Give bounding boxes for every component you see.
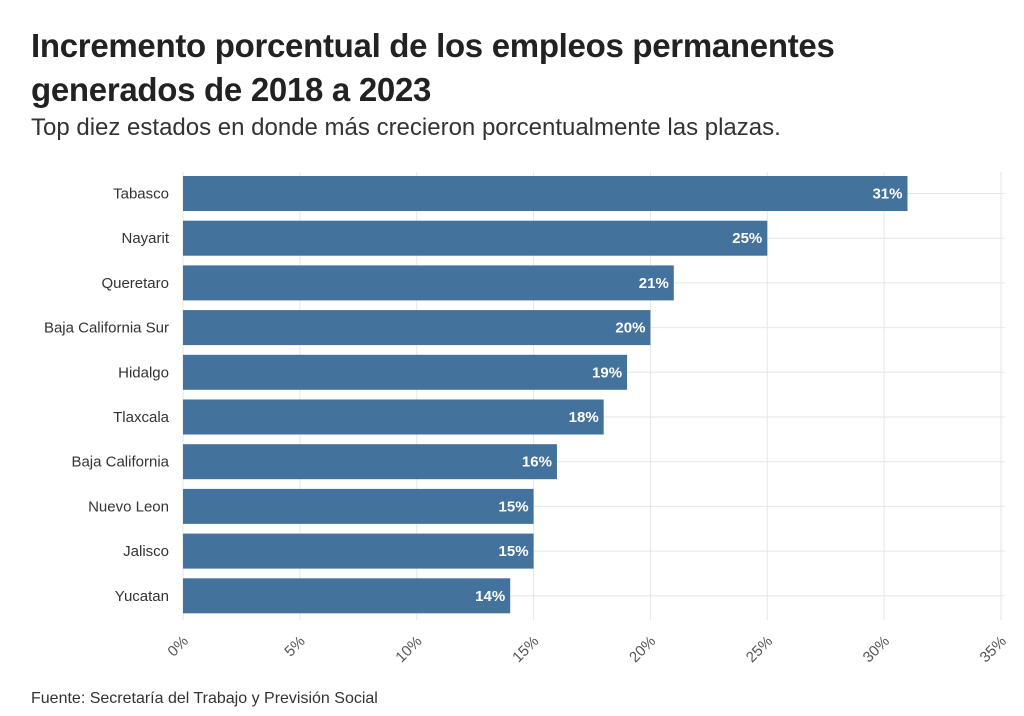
- value-label: 14%: [475, 588, 505, 605]
- bar-yucatan: [183, 578, 511, 614]
- value-label: 31%: [872, 186, 902, 203]
- value-labels: 31% 25% 21% 20% 19% 18% 16% 15% 15% 14%: [475, 186, 902, 605]
- x-tick-label: 20%: [626, 633, 659, 666]
- value-label: 19%: [592, 364, 622, 381]
- category-labels: Tabasco Nayarit Queretaro Baja California S…: [44, 186, 170, 605]
- category-label: Tabasco: [113, 186, 169, 203]
- x-tick-label: 5%: [281, 633, 308, 660]
- bar-baja-california: [183, 444, 557, 480]
- bars: [183, 176, 908, 614]
- x-tick-label: 35%: [977, 633, 1010, 666]
- x-tick-label: 15%: [509, 633, 542, 666]
- value-label: 16%: [522, 454, 552, 471]
- value-label: 20%: [615, 320, 645, 337]
- x-tick-label: 0%: [164, 633, 191, 660]
- source-note: Fuente: Secretaría del Trabajo y Previsi…: [31, 690, 378, 707]
- value-label: 15%: [499, 498, 529, 515]
- category-label: Jalisco: [123, 543, 169, 560]
- bar-tabasco: [183, 176, 908, 211]
- x-tick-label: 30%: [860, 633, 893, 666]
- bar-queretaro: [183, 265, 674, 301]
- bar-jalisco: [183, 533, 534, 569]
- bar-nuevo-leon: [183, 488, 534, 524]
- value-label: 21%: [639, 275, 669, 292]
- category-label: Baja California: [71, 454, 169, 471]
- x-tick-label: 25%: [743, 633, 776, 666]
- x-axis-ticks: 0% 5% 10% 15% 20% 25% 30% 35%: [164, 633, 1009, 666]
- value-label: 15%: [499, 543, 529, 560]
- category-label: Baja California Sur: [44, 320, 169, 337]
- x-tick-label: 10%: [392, 633, 425, 666]
- category-label: Nuevo Leon: [88, 498, 169, 515]
- category-label: Queretaro: [101, 275, 169, 292]
- value-label: 25%: [732, 230, 762, 247]
- category-label: Tlaxcala: [113, 409, 170, 426]
- value-label: 18%: [569, 409, 599, 426]
- chart-subtitle: Top diez estados en donde más crecieron …: [31, 114, 781, 141]
- bar-hidalgo: [183, 354, 628, 390]
- category-label: Yucatan: [115, 588, 169, 605]
- category-label: Hidalgo: [118, 364, 169, 381]
- bar-tlaxcala: [183, 399, 604, 435]
- bar-nayarit: [183, 220, 768, 256]
- chart-title: Incremento porcentual de los empleos per…: [31, 27, 835, 108]
- bar-baja-california-sur: [183, 310, 651, 346]
- category-label: Nayarit: [121, 230, 169, 247]
